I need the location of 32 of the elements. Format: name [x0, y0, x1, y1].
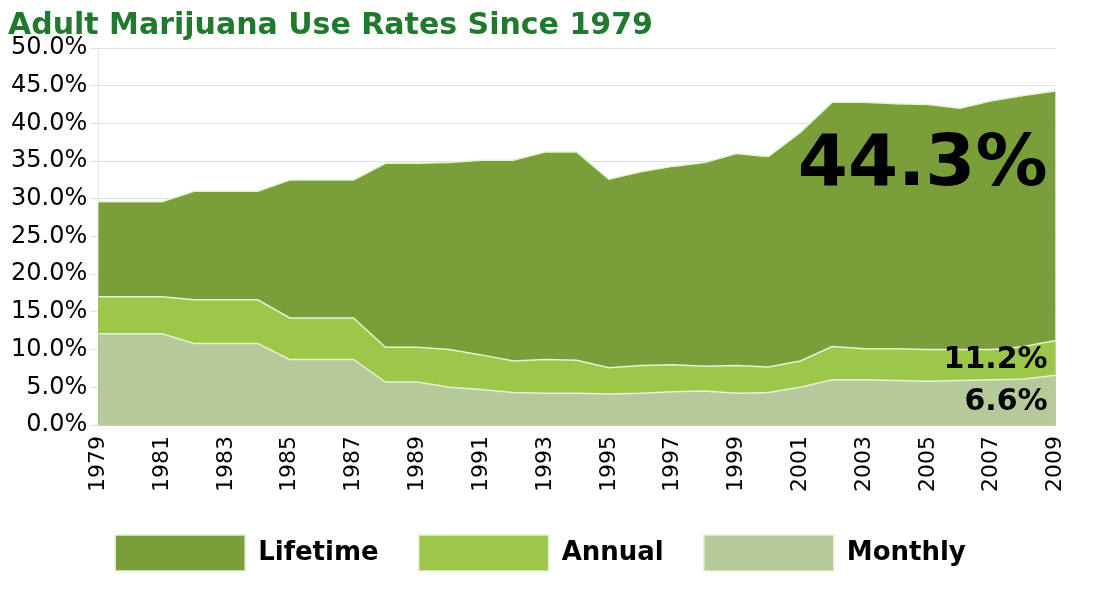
x-tick-label: 1983 — [211, 436, 237, 493]
y-tick-label: 15.0% — [10, 296, 88, 325]
x-tick-label: 1979 — [83, 436, 109, 493]
x-tick-label: 1991 — [466, 436, 492, 493]
x-tick-label: 1997 — [658, 436, 684, 493]
x-tick-label: 2007 — [977, 436, 1003, 493]
y-tick-label: 30.0% — [10, 183, 88, 212]
x-tick-label: 1987 — [339, 436, 365, 493]
y-tick-label: 45.0% — [10, 69, 88, 98]
y-tick-label: 5.0% — [26, 371, 88, 400]
x-tick-label: 1993 — [530, 436, 556, 493]
data-label: 11.2% — [943, 339, 1048, 375]
y-tick-label: 10.0% — [10, 333, 88, 362]
data-label: 6.6% — [964, 381, 1048, 417]
y-tick-label: 40.0% — [10, 107, 88, 136]
x-tick-label: 2009 — [1041, 436, 1067, 493]
legend-label: Lifetime — [258, 535, 379, 566]
y-tick-label: 0.0% — [26, 409, 88, 438]
x-tick-label: 1999 — [722, 436, 748, 493]
x-tick-label: 1981 — [147, 436, 173, 493]
x-tick-label: 1989 — [403, 436, 429, 493]
y-tick-label: 35.0% — [10, 145, 88, 174]
x-tick-label: 1995 — [594, 436, 620, 493]
legend-label: Monthly — [846, 535, 966, 566]
x-tick-label: 2001 — [786, 436, 812, 493]
x-tick-label: 1985 — [275, 436, 301, 493]
legend-label: Annual — [561, 535, 664, 566]
x-tick-label: 2003 — [849, 436, 875, 493]
data-label: 44.3% — [797, 117, 1048, 202]
y-tick-label: 20.0% — [10, 258, 88, 287]
y-tick-label: 25.0% — [10, 220, 88, 249]
x-tick-label: 2005 — [913, 436, 939, 493]
